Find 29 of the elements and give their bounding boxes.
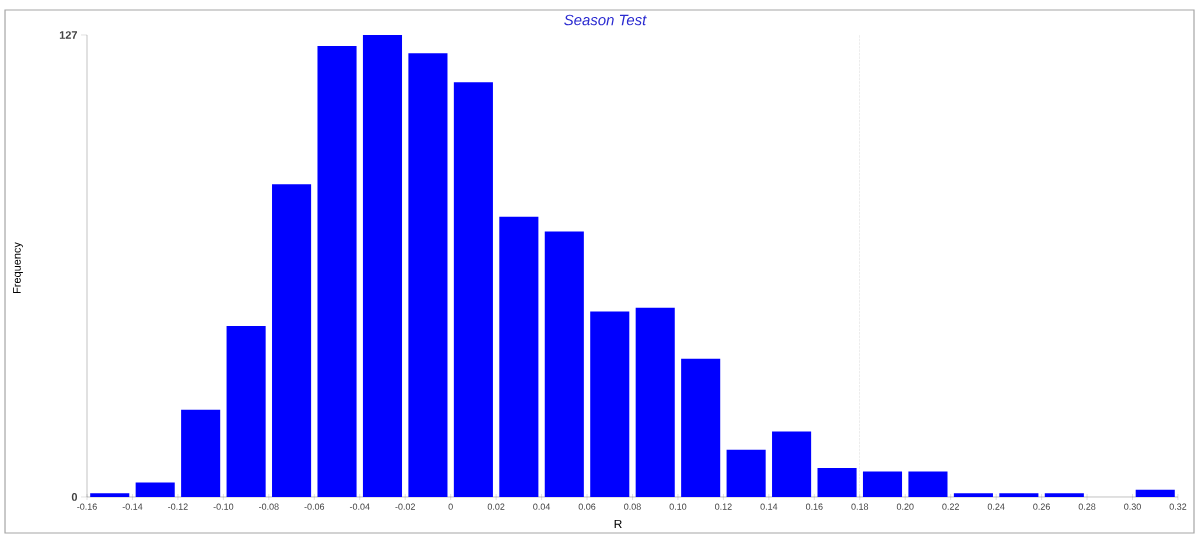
- x-tick-label: 0.28: [1078, 503, 1096, 510]
- x-tick-label: -0.10: [213, 503, 234, 510]
- x-tick-label: 0: [448, 503, 453, 510]
- y-tick-label: 127: [59, 31, 77, 39]
- x-tick-label: -0.04: [349, 503, 370, 510]
- x-tick-label: 0.30: [1124, 503, 1141, 510]
- x-tick-label: 0.06: [578, 503, 596, 510]
- x-tick-label: -0.12: [168, 503, 188, 510]
- x-tick-label: 0.02: [487, 503, 505, 510]
- x-tick-label: 0.20: [896, 503, 914, 510]
- x-tick-label: 0.16: [805, 503, 823, 510]
- y-axis-title: Frequency: [13, 242, 23, 293]
- x-tick-label: 0.18: [851, 503, 869, 510]
- x-tick-label: 0.14: [760, 503, 778, 510]
- x-tick-label: 0.10: [669, 503, 687, 510]
- x-tick-label: -0.16: [77, 503, 97, 510]
- x-tick-label: -0.06: [304, 503, 325, 510]
- x-axis-title: R: [614, 519, 622, 529]
- x-tick-label: -0.02: [395, 503, 415, 510]
- x-tick-label: -0.08: [259, 503, 279, 510]
- chart-title: Season Test: [564, 14, 647, 26]
- x-tick-label: 0.24: [987, 503, 1005, 510]
- x-tick-label: -0.14: [122, 503, 143, 510]
- x-tick-label: 0.08: [624, 503, 641, 510]
- x-tick-label: 0.12: [715, 503, 732, 510]
- x-tick-label: 0.26: [1033, 503, 1050, 510]
- x-tick-label: 0.22: [942, 503, 959, 510]
- x-tick-label: 0.04: [533, 503, 551, 510]
- x-tick-label: 0.32: [1169, 503, 1187, 510]
